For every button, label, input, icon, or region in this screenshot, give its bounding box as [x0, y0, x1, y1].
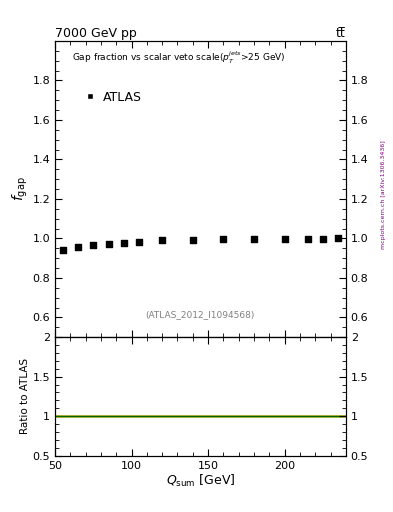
- Text: 7000 GeV pp: 7000 GeV pp: [55, 27, 137, 40]
- Y-axis label: $f_{\mathregular{gap}}$: $f_{\mathregular{gap}}$: [10, 177, 29, 201]
- Point: [305, 234, 311, 243]
- X-axis label: $Q_{\mathregular{sum}}$ [GeV]: $Q_{\mathregular{sum}}$ [GeV]: [166, 473, 235, 489]
- Point: [281, 234, 288, 243]
- Point: [121, 239, 127, 247]
- Point: [320, 234, 326, 243]
- Point: [190, 236, 196, 244]
- Legend: ATLAS: ATLAS: [79, 86, 147, 109]
- Point: [75, 243, 81, 251]
- Text: Gap fraction vs scalar veto scale($p_T^{jets}$>25 GeV): Gap fraction vs scalar veto scale($p_T^{…: [72, 50, 286, 66]
- Point: [136, 238, 142, 246]
- Point: [159, 237, 165, 245]
- Point: [251, 235, 257, 243]
- Point: [90, 241, 96, 249]
- Point: [335, 234, 342, 243]
- Text: tt̅: tt̅: [336, 27, 346, 40]
- Point: [220, 235, 226, 243]
- Text: (ATLAS_2012_I1094568): (ATLAS_2012_I1094568): [146, 310, 255, 319]
- Text: mcplots.cern.ch [arXiv:1306.3436]: mcplots.cern.ch [arXiv:1306.3436]: [381, 140, 386, 249]
- Point: [105, 240, 112, 248]
- Point: [59, 246, 66, 254]
- Y-axis label: Ratio to ATLAS: Ratio to ATLAS: [20, 358, 30, 435]
